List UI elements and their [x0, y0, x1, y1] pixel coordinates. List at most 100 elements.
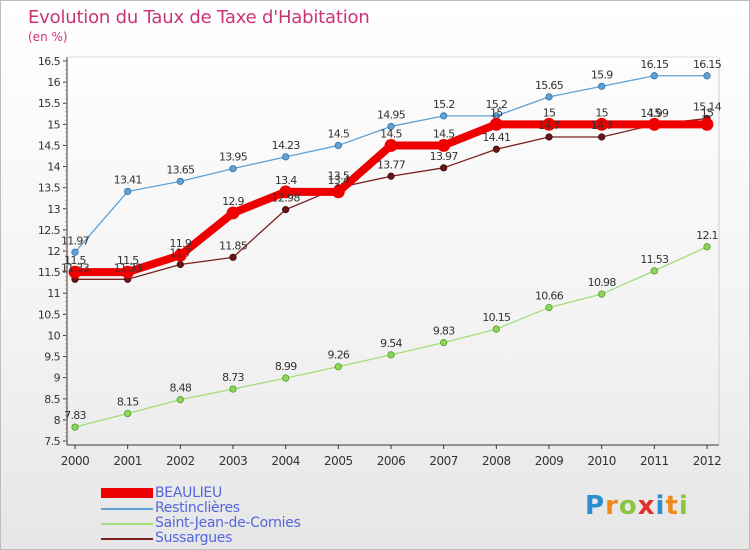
data-point: [384, 139, 398, 152]
logo-letter: t: [665, 491, 679, 521]
data-label: 15: [701, 106, 714, 119]
proxiti-logo: Proxiti: [585, 491, 689, 521]
data-point: [68, 265, 82, 279]
x-tick-label: 2006: [377, 454, 406, 468]
data-point: [71, 423, 79, 431]
logo-letter: o: [618, 491, 638, 521]
data-label: 14.5: [380, 127, 402, 140]
data-label: 14.23: [272, 139, 301, 152]
y-tick-label: 9: [54, 372, 61, 385]
y-tick-label: 7.5: [44, 435, 60, 448]
data-label: 10.15: [482, 311, 511, 324]
x-tick-label: 2001: [113, 454, 142, 468]
data-label: 12.98: [272, 192, 301, 205]
data-point: [282, 206, 290, 214]
legend-swatch: [101, 538, 153, 540]
data-point: [440, 339, 448, 347]
data-label: 9.54: [380, 337, 402, 350]
data-point: [703, 72, 711, 80]
data-point: [282, 374, 290, 382]
data-label: 11.97: [61, 234, 90, 247]
data-label: 13.77: [377, 158, 406, 171]
x-tick-label: 2011: [640, 454, 669, 468]
data-label: 13.65: [166, 163, 195, 176]
data-point: [176, 396, 184, 404]
data-point: [650, 72, 658, 80]
data-label: 11.85: [219, 239, 248, 252]
data-point: [176, 177, 184, 185]
x-tick-label: 2003: [219, 454, 248, 468]
legend-swatch: [101, 523, 153, 525]
y-tick-label: 15.5: [38, 97, 61, 110]
data-point: [437, 139, 451, 152]
data-point: [489, 117, 503, 131]
data-label: 15: [648, 106, 661, 119]
data-point: [647, 117, 661, 131]
data-point: [331, 185, 345, 199]
data-label: 11.53: [640, 253, 669, 266]
y-tick-label: 11: [47, 287, 60, 300]
x-tick-label: 2002: [166, 454, 195, 468]
data-label: 7.83: [64, 409, 86, 422]
data-point: [124, 187, 132, 196]
data-label: 14.7: [538, 119, 560, 132]
data-label: 13.41: [114, 173, 142, 186]
data-label: 9.26: [327, 349, 349, 362]
data-point: [229, 385, 237, 393]
y-tick-label: 8.5: [44, 393, 60, 406]
data-point: [598, 133, 606, 141]
data-label: 12.9: [222, 195, 244, 208]
data-label: 14.41: [482, 131, 510, 144]
x-tick-label: 2009: [535, 454, 564, 468]
data-point: [229, 165, 237, 173]
data-point: [492, 145, 500, 153]
chart-title: Evolution du Taux de Taxe d'Habitation: [28, 7, 370, 28]
legend-label: Restinclières: [155, 500, 240, 516]
y-tick-label: 16.5: [38, 55, 61, 68]
data-label: 8.15: [117, 396, 139, 409]
logo-letter: x: [637, 491, 656, 521]
data-point: [229, 253, 237, 261]
y-tick-label: 15: [47, 118, 60, 131]
chart-axes: 7.5 8 8.5 9 9.5 10 10.5 11 11.5 12 12.5 13 13.5 14 14.…: [38, 55, 722, 468]
data-point: [279, 185, 293, 199]
data-label: 14.7: [591, 119, 613, 132]
y-tick-label: 14.5: [38, 139, 61, 152]
legend-label: BEAULIEU: [155, 485, 222, 501]
y-tick-label: 9.5: [44, 351, 60, 364]
data-label: 13.4: [275, 174, 297, 187]
data-point: [700, 117, 714, 131]
data-label: 15.2: [485, 98, 507, 111]
logo-letter: r: [605, 491, 619, 521]
x-tick-label: 2004: [271, 454, 300, 468]
y-tick-label: 10: [47, 329, 60, 342]
data-point: [598, 290, 606, 298]
data-point: [650, 267, 658, 275]
data-label: 11.7: [169, 247, 191, 260]
data-point: [545, 133, 553, 141]
data-point: [121, 265, 135, 279]
data-label: 15.65: [535, 79, 564, 92]
data-label: 15: [595, 106, 608, 119]
logo-letter: i: [655, 491, 666, 521]
data-label: 8.48: [169, 382, 191, 395]
data-point: [387, 122, 395, 131]
data-point: [440, 112, 448, 120]
chart-unit: (en %): [28, 30, 68, 44]
data-point: [173, 248, 187, 262]
data-point: [703, 243, 711, 251]
y-tick-label: 10.5: [38, 308, 61, 321]
data-label: 16.15: [693, 58, 722, 71]
data-label: 11.5: [64, 254, 86, 267]
data-label: 14.99: [640, 107, 669, 120]
data-point: [595, 117, 609, 131]
data-label: 11.33: [61, 261, 90, 274]
data-label: 13.97: [430, 150, 459, 163]
logo-letter: P: [585, 491, 606, 521]
data-point: [226, 206, 240, 220]
data-point: [492, 325, 500, 333]
x-tick-label: 2005: [324, 454, 353, 468]
data-label: 15.2: [433, 98, 455, 111]
